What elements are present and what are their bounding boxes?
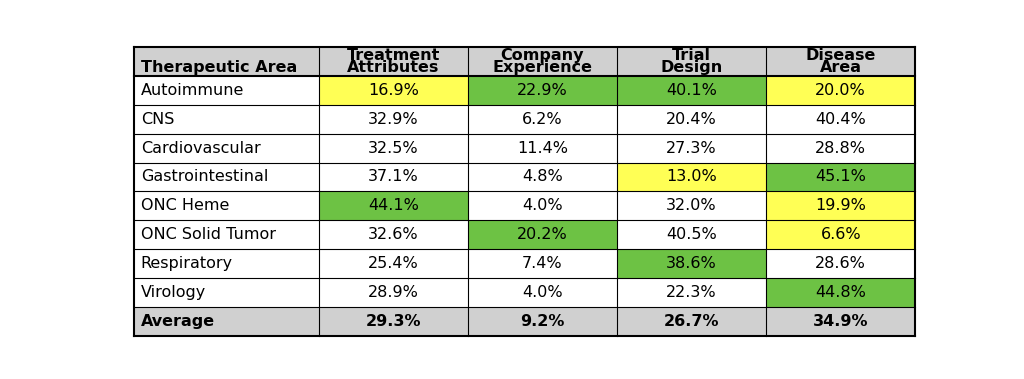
Bar [134, 249, 915, 278]
Text: 4.8%: 4.8% [522, 169, 563, 185]
Text: 4.0%: 4.0% [522, 285, 563, 300]
Bar [468, 76, 617, 105]
Text: Company: Company [501, 47, 585, 63]
Text: Virology: Virology [140, 285, 206, 300]
Bar [134, 105, 915, 134]
Text: Attributes: Attributes [347, 60, 439, 75]
Text: Experience: Experience [493, 60, 593, 75]
Text: 32.6%: 32.6% [368, 227, 419, 242]
Text: 27.3%: 27.3% [667, 141, 717, 155]
Text: 25.4%: 25.4% [368, 256, 419, 271]
Bar [134, 134, 915, 163]
Text: Cardiovascular: Cardiovascular [140, 141, 260, 155]
Text: 38.6%: 38.6% [667, 256, 717, 271]
Text: 44.8%: 44.8% [815, 285, 866, 300]
Bar [468, 220, 617, 249]
Text: Autoimmune: Autoimmune [140, 83, 244, 98]
Text: 32.0%: 32.0% [667, 198, 717, 213]
Bar [134, 278, 915, 307]
Text: Area: Area [819, 60, 861, 75]
Bar [134, 76, 915, 105]
Text: 44.1%: 44.1% [368, 198, 419, 213]
Text: Treatment: Treatment [347, 47, 440, 63]
Text: 40.1%: 40.1% [667, 83, 717, 98]
Text: 9.2%: 9.2% [520, 314, 564, 329]
Text: 28.9%: 28.9% [368, 285, 419, 300]
Bar [134, 191, 915, 220]
Text: 20.4%: 20.4% [667, 112, 717, 127]
Text: 32.5%: 32.5% [368, 141, 419, 155]
Text: Respiratory: Respiratory [140, 256, 232, 271]
Bar [617, 249, 766, 278]
Text: Disease: Disease [806, 47, 876, 63]
Text: 11.4%: 11.4% [517, 141, 568, 155]
Text: 26.7%: 26.7% [664, 314, 719, 329]
Bar [617, 163, 766, 191]
Text: 34.9%: 34.9% [813, 314, 868, 329]
Text: CNS: CNS [140, 112, 174, 127]
Bar [134, 47, 915, 76]
Bar [766, 76, 915, 105]
Text: Trial: Trial [672, 47, 711, 63]
Text: 29.3%: 29.3% [366, 314, 421, 329]
Text: 13.0%: 13.0% [667, 169, 717, 185]
Text: 6.2%: 6.2% [522, 112, 563, 127]
Bar [318, 191, 468, 220]
Text: 20.0%: 20.0% [815, 83, 866, 98]
Bar [766, 163, 915, 191]
Bar [134, 307, 915, 336]
Text: Therapeutic Area: Therapeutic Area [140, 60, 297, 75]
Text: 37.1%: 37.1% [368, 169, 419, 185]
Text: 22.9%: 22.9% [517, 83, 568, 98]
Text: 45.1%: 45.1% [815, 169, 866, 185]
Text: 28.6%: 28.6% [815, 256, 866, 271]
Text: 6.6%: 6.6% [820, 227, 861, 242]
Text: 40.5%: 40.5% [667, 227, 717, 242]
Bar [134, 163, 915, 191]
Bar [318, 76, 468, 105]
Text: 32.9%: 32.9% [368, 112, 419, 127]
Text: 16.9%: 16.9% [368, 83, 419, 98]
Text: 4.0%: 4.0% [522, 198, 563, 213]
Text: 19.9%: 19.9% [815, 198, 866, 213]
Bar [134, 220, 915, 249]
Bar [766, 278, 915, 307]
Text: ONC Heme: ONC Heme [140, 198, 229, 213]
Bar [617, 76, 766, 105]
Bar [766, 191, 915, 220]
Text: Average: Average [140, 314, 215, 329]
Text: Gastrointestinal: Gastrointestinal [140, 169, 268, 185]
Text: 40.4%: 40.4% [815, 112, 866, 127]
Text: 28.8%: 28.8% [815, 141, 866, 155]
Text: 20.2%: 20.2% [517, 227, 568, 242]
Text: ONC Solid Tumor: ONC Solid Tumor [140, 227, 275, 242]
Bar [766, 220, 915, 249]
Text: Design: Design [660, 60, 723, 75]
Text: 7.4%: 7.4% [522, 256, 563, 271]
Text: 22.3%: 22.3% [667, 285, 717, 300]
